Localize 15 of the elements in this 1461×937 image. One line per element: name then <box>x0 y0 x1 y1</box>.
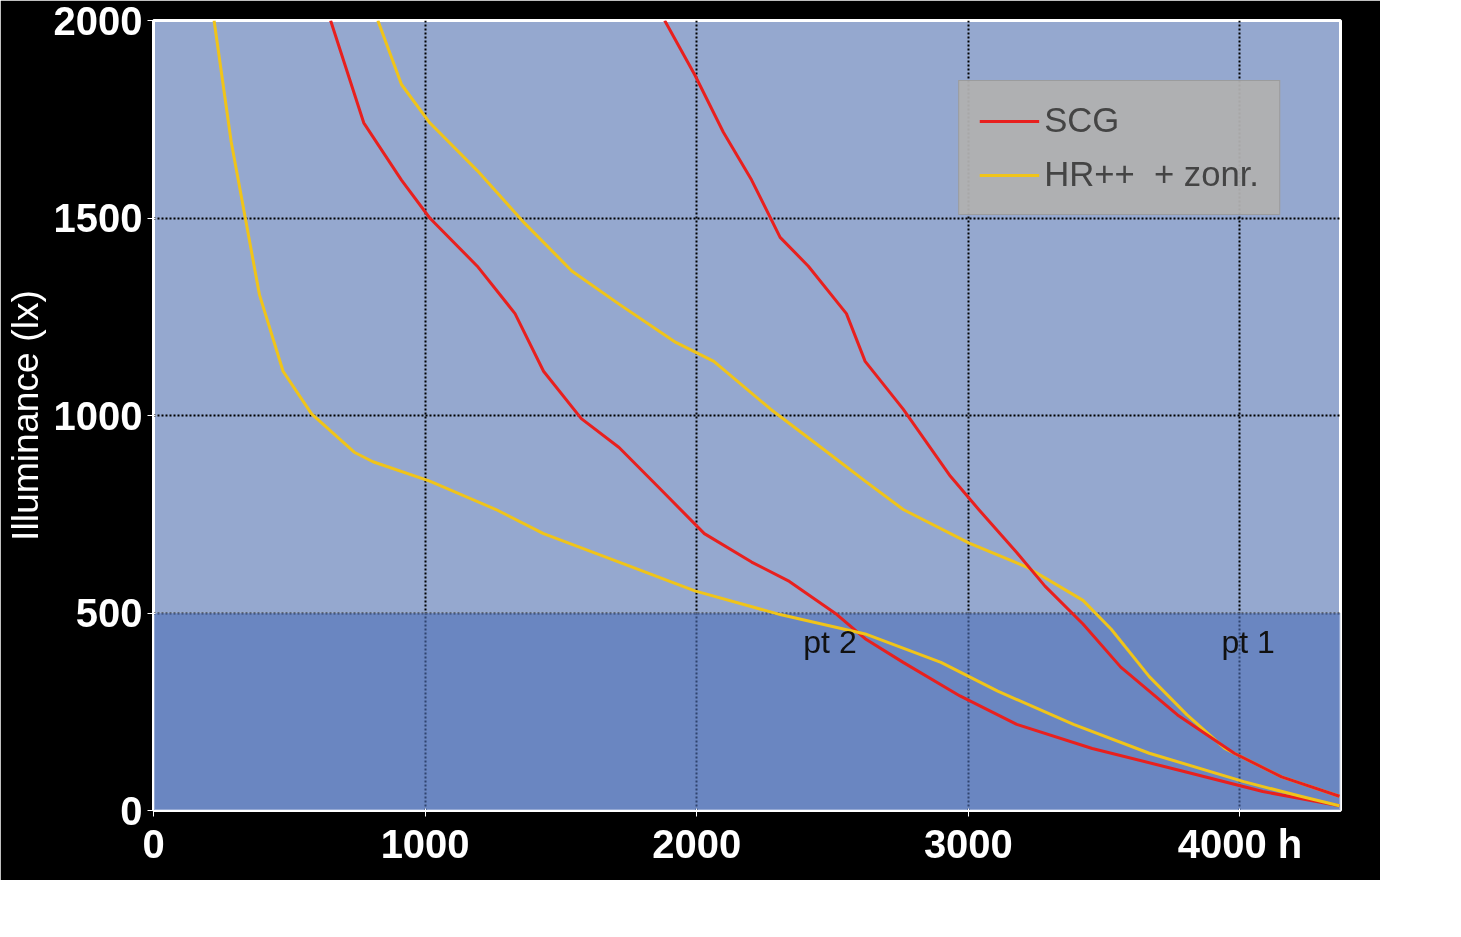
annotation: pt 2 <box>803 624 857 661</box>
x-tick-label: 1000 <box>380 821 470 866</box>
legend-label: HR++ + zonr. <box>1044 155 1259 194</box>
x-tick-label: 2000 <box>652 821 742 866</box>
y-axis-title: Illuminance (lx) <box>3 290 46 541</box>
y-tick-label: 500 <box>75 591 143 635</box>
y-tick-label: 0 <box>120 788 143 833</box>
y-tick-label: 1500 <box>53 196 143 240</box>
x-tick-label: 4000 h <box>1177 821 1303 866</box>
line-series <box>663 20 1341 798</box>
x-tick-label: 3000 <box>923 821 1013 866</box>
annotation: pt 1 <box>1221 624 1275 661</box>
y-tick-label: 2000 <box>53 0 143 43</box>
y-tick-label: 1000 <box>53 393 143 438</box>
legend-label: SCG <box>1044 101 1120 140</box>
